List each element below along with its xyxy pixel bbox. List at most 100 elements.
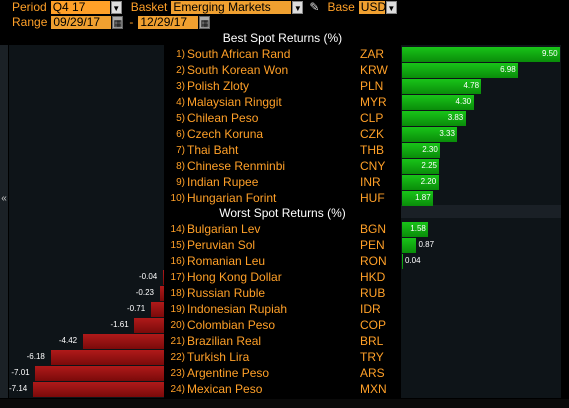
currency-code: ARS (360, 366, 385, 380)
bar-value-label: -6.18 (26, 352, 45, 361)
currency-row-ars[interactable]: 23) Argentine Peso ARS (164, 365, 401, 381)
currency-name: Chilean Peso (187, 111, 259, 125)
currency-code: CNY (360, 159, 386, 173)
currency-row-try[interactable]: 22) Turkish Lira TRY (164, 349, 401, 365)
currency-name: Peruvian Sol (187, 238, 256, 252)
currency-row-huf[interactable]: 10) Hungarian Forint HUF (164, 190, 401, 206)
period-field[interactable]: Q4 17 (50, 0, 110, 14)
bar-value-label: 4.30 (455, 97, 472, 106)
currency-code: INR (360, 175, 381, 189)
pencil-icon[interactable]: ✎ (309, 0, 320, 14)
negative-return-bar (33, 382, 164, 397)
currency-row-krw[interactable]: 2) South Korean Won KRW (164, 62, 401, 78)
currency-name: Chinese Renminbi (187, 159, 286, 173)
base-field[interactable]: USD (358, 0, 385, 14)
currency-row-czk[interactable]: 6) Czech Koruna CZK (164, 126, 401, 142)
positive-return-bar (402, 143, 441, 158)
basket-dropdown-icon[interactable]: ▼ (292, 0, 304, 14)
bar-value-label: 6.98 (500, 65, 516, 74)
positive-return-bar (402, 47, 560, 62)
row-rank: 14) (170, 223, 185, 235)
currency-row-myr[interactable]: 4) Malaysian Ringgit MYR (164, 94, 401, 110)
negative-return-bar (150, 302, 164, 317)
currency-name: Mexican Peso (187, 382, 263, 396)
row-rank: 8) (176, 160, 185, 172)
currency-row-idr[interactable]: 19) Indonesian Rupiah IDR (164, 301, 401, 317)
negative-return-bar (134, 318, 164, 333)
currency-name: Turkish Lira (187, 350, 250, 364)
bar-value-label: -7.14 (9, 384, 28, 393)
currency-row-mxn[interactable]: 24) Mexican Peso MXN (164, 381, 401, 397)
currency-code: HKD (360, 270, 386, 284)
basket-label: Basket (130, 0, 168, 14)
period-dropdown-icon[interactable]: ▼ (110, 0, 122, 14)
currency-row-hkd[interactable]: 17) Hong Kong Dollar HKD (164, 269, 401, 285)
currency-code: IDR (360, 302, 381, 316)
row-rank: 18) (170, 287, 185, 299)
negative-return-bar (82, 334, 164, 349)
row-rank: 1) (176, 48, 185, 60)
row-rank: 7) (176, 144, 185, 156)
currency-name: Indian Rupee (187, 175, 259, 189)
range-start-calendar-icon[interactable]: ▦ (112, 15, 124, 29)
row-rank: 6) (176, 128, 185, 140)
currency-row-rub[interactable]: 18) Russian Ruble RUB (164, 285, 401, 301)
bar-value-label: -1.61 (110, 320, 129, 329)
positive-return-bar (402, 191, 434, 206)
row-rank: 15) (170, 239, 185, 251)
footer-bar (0, 399, 569, 408)
negative-return-bar (163, 270, 164, 285)
currency-code: CZK (360, 127, 384, 141)
currency-code: RON (360, 254, 387, 268)
bar-value-label: -0.04 (139, 272, 158, 281)
currency-row-cny[interactable]: 8) Chinese Renminbi CNY (164, 158, 401, 174)
row-rank: 24) (170, 383, 185, 395)
currency-code: RUB (360, 286, 386, 300)
currency-row-bgn[interactable]: 14) Bulgarian Lev BGN (164, 221, 401, 237)
bar-value-label: -0.71 (126, 304, 146, 313)
currency-row-ron[interactable]: 16) Romanian Leu RON (164, 253, 401, 269)
positive-return-bar (402, 175, 439, 190)
bar-value-label: 2.25 (421, 161, 437, 170)
base-label: Base (327, 0, 355, 14)
currency-code: KRW (360, 63, 388, 77)
currency-row-pen[interactable]: 15) Peruvian Sol PEN (164, 237, 401, 253)
bar-value-label: 0.04 (405, 256, 421, 265)
currency-row-brl[interactable]: 21) Brazilian Real BRL (164, 333, 401, 349)
currency-code: PLN (360, 79, 384, 93)
range-end-field[interactable]: 12/29/17 (138, 15, 199, 29)
row-rank: 10) (170, 192, 185, 204)
header-gap-strip (401, 205, 561, 218)
left-edge-strip (0, 45, 8, 398)
base-dropdown-icon[interactable]: ▼ (385, 0, 397, 14)
currency-code: PEN (360, 238, 385, 252)
currency-code: MYR (360, 95, 387, 109)
currency-row-clp[interactable]: 5) Chilean Peso CLP (164, 110, 401, 126)
range-start-field[interactable]: 09/29/17 (51, 15, 112, 29)
negative-return-bar (50, 350, 164, 365)
bar-value-label: 3.83 (447, 113, 464, 122)
collapse-icon[interactable]: « (1, 193, 7, 204)
currency-name: South African Rand (187, 47, 291, 61)
range-end-calendar-icon[interactable]: ▦ (199, 15, 211, 29)
currency-name: Russian Ruble (187, 286, 266, 300)
currency-name: Bulgarian Lev (187, 222, 261, 236)
basket-field[interactable]: Emerging Markets (171, 0, 292, 14)
currency-code: BGN (360, 222, 387, 236)
negative-return-bar (35, 366, 164, 381)
row-rank: 4) (176, 96, 185, 108)
currency-code: HUF (360, 191, 385, 205)
bar-value-label: 2.30 (422, 145, 438, 154)
currency-row-zar[interactable]: 1) South African Rand ZAR (164, 46, 401, 62)
currency-code: MXN (360, 382, 387, 396)
positive-return-bar (402, 95, 474, 110)
bar-value-label: 1.58 (410, 224, 426, 233)
currency-row-thb[interactable]: 7) Thai Baht THB (164, 142, 401, 158)
currency-code: CLP (360, 111, 384, 125)
bar-value-label: -4.42 (58, 336, 78, 345)
row-rank: 5) (176, 112, 185, 124)
currency-row-inr[interactable]: 9) Indian Rupee INR (164, 174, 401, 190)
currency-row-pln[interactable]: 3) Polish Zloty PLN (164, 78, 401, 94)
currency-row-cop[interactable]: 20) Colombian Peso COP (164, 317, 401, 333)
currency-code: COP (360, 318, 387, 332)
